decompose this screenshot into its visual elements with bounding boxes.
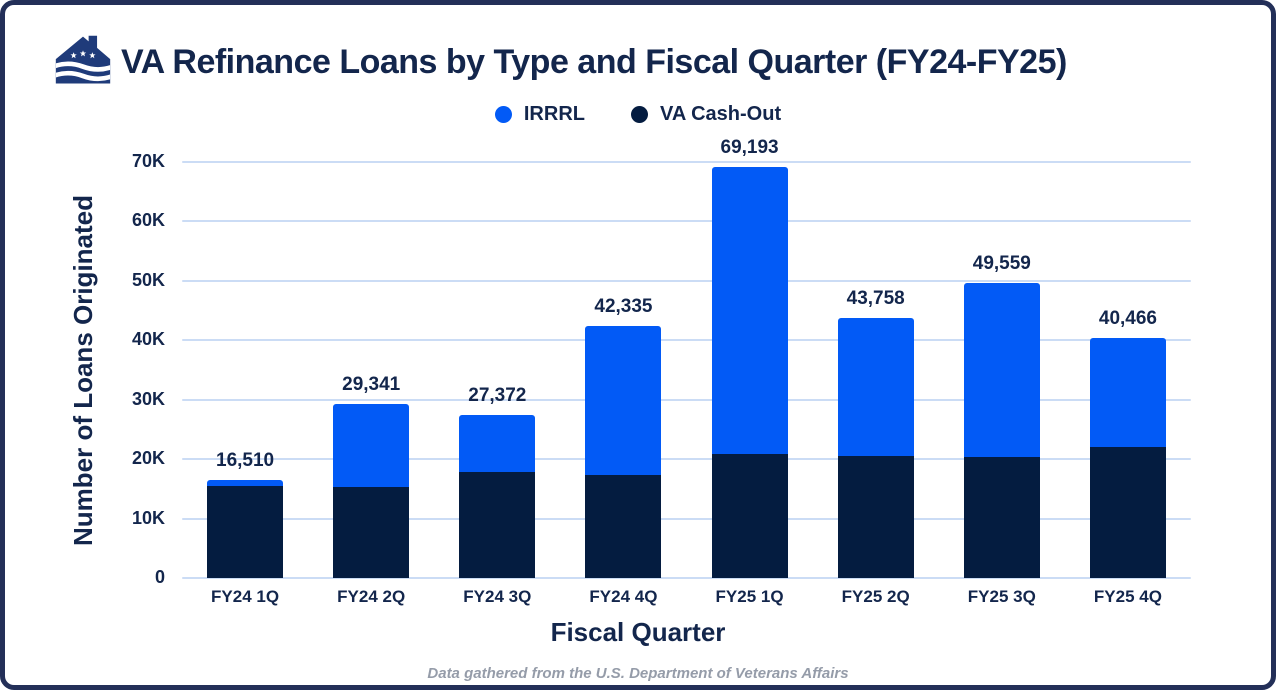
x-tick-label-fy24-4q: FY24 4Q (589, 587, 658, 606)
legend-item-irrrl: IRRRL (494, 103, 585, 126)
bar-fy25-2q (837, 317, 914, 578)
bar-fy24-2q (333, 403, 410, 578)
y-tick-label-50k: 50K (131, 269, 165, 290)
bar-fy24-3q (459, 415, 536, 578)
y-tick-label-70k: 70K (131, 151, 165, 171)
bar-segment-irrrl-fy25-1q (711, 166, 788, 454)
bar-segment-irrrl-fy24-4q (585, 326, 662, 476)
x-tick-label-fy25-4q: FY25 4Q (1093, 587, 1162, 606)
bar-segment-irrrl-fy24-1q (207, 479, 284, 487)
x-tick-label-fy24-3q: FY24 3Q (463, 587, 532, 606)
gridline-60k (182, 220, 1191, 223)
gridline-10k (182, 517, 1191, 520)
bar-segment-irrrl-fy24-2q (333, 403, 410, 488)
y-tick-label-30k: 30K (131, 388, 165, 409)
x-axis-ticks: FY24 1Q FY24 2Q FY24 3Q FY24 4Q FY25 1Q FY25 … (182, 587, 1191, 611)
gridline-30k (182, 398, 1191, 401)
logo-wave-stripes (55, 61, 111, 82)
irrrl-legend-dot-icon (494, 106, 512, 123)
total-label-fy25-2q: 43,758 (846, 287, 905, 309)
total-label-fy25-4q: 40,466 (1098, 307, 1157, 329)
gridline-70k (182, 161, 1191, 163)
y-tick-label-20k: 20K (131, 448, 165, 469)
y-tick-label-0: 0 (154, 567, 165, 587)
legend-item-va-cash-out: VA Cash-Out (630, 103, 782, 126)
x-axis-title: Fiscal Quarter (550, 617, 726, 647)
bar-segment-va-cash-out-fy24-1q (207, 486, 284, 578)
gridline-50k (182, 279, 1191, 282)
total-label-fy24-3q: 27,372 (468, 385, 527, 407)
x-tick-label-fy24-2q: FY24 2Q (337, 587, 406, 606)
y-tick-label-60k: 60K (131, 210, 165, 231)
chart-title: VA Refinance Loans by Type and Fiscal Qu… (121, 43, 1067, 81)
y-tick-label-40k: 40K (131, 329, 165, 350)
x-tick-label-fy25-1q: FY25 1Q (715, 587, 784, 606)
total-label-fy24-1q: 16,510 (216, 449, 275, 471)
legend-label-va-cash-out: VA Cash-Out (659, 103, 782, 125)
bar-segment-va-cash-out-fy24-2q (333, 487, 410, 578)
legend: IRRRL VA Cash-Out (5, 103, 1271, 126)
gridline-0 (182, 577, 1191, 579)
bar-fy25-1q (711, 166, 788, 578)
x-tick-label-fy24-1q: FY24 1Q (211, 587, 280, 606)
bar-segment-va-cash-out-fy24-3q (459, 471, 536, 578)
plot-area: 16,510 29,341 27,372 42,335 69,193 43,758 49,5… (182, 137, 1191, 579)
y-axis-ticks: 0 10K 20K 30K 40K 50K 60K 70K (5, 151, 165, 587)
bar-fy24-4q (585, 326, 662, 578)
bar-segment-va-cash-out-fy25-3q (963, 457, 1040, 578)
bar-segment-irrrl-fy24-3q (459, 415, 536, 472)
bar-fy24-1q (207, 479, 284, 578)
bar-segment-va-cash-out-fy25-4q (1089, 446, 1166, 578)
x-tick-label-fy25-3q: FY25 3Q (967, 587, 1036, 606)
x-tick-label-fy25-2q: FY25 2Q (841, 587, 910, 606)
total-label-fy24-2q: 29,341 (342, 373, 401, 395)
va-cash-out-legend-dot-icon (630, 106, 648, 123)
legend-label-irrrl: IRRRL (523, 103, 585, 125)
y-tick-label-10k: 10K (131, 507, 165, 528)
bar-segment-va-cash-out-fy24-4q (585, 475, 662, 578)
total-label-fy24-4q: 42,335 (594, 296, 653, 318)
bar-fy25-3q (963, 283, 1040, 578)
bar-segment-irrrl-fy25-2q (837, 317, 914, 457)
bar-segment-irrrl-fy25-4q (1089, 337, 1166, 447)
gridline-20k (182, 458, 1191, 461)
source-caption: Data gathered from the U.S. Department o… (427, 665, 849, 682)
total-label-fy25-1q: 69,193 (720, 136, 779, 158)
bar-segment-irrrl-fy25-3q (963, 283, 1040, 458)
bar-fy25-4q (1089, 337, 1166, 578)
veterans-united-logo (55, 35, 111, 84)
bar-segment-va-cash-out-fy25-2q (837, 456, 914, 578)
gridline-40k (182, 339, 1191, 342)
total-label-fy25-3q: 49,559 (972, 253, 1031, 275)
bar-segment-va-cash-out-fy25-1q (711, 453, 788, 578)
